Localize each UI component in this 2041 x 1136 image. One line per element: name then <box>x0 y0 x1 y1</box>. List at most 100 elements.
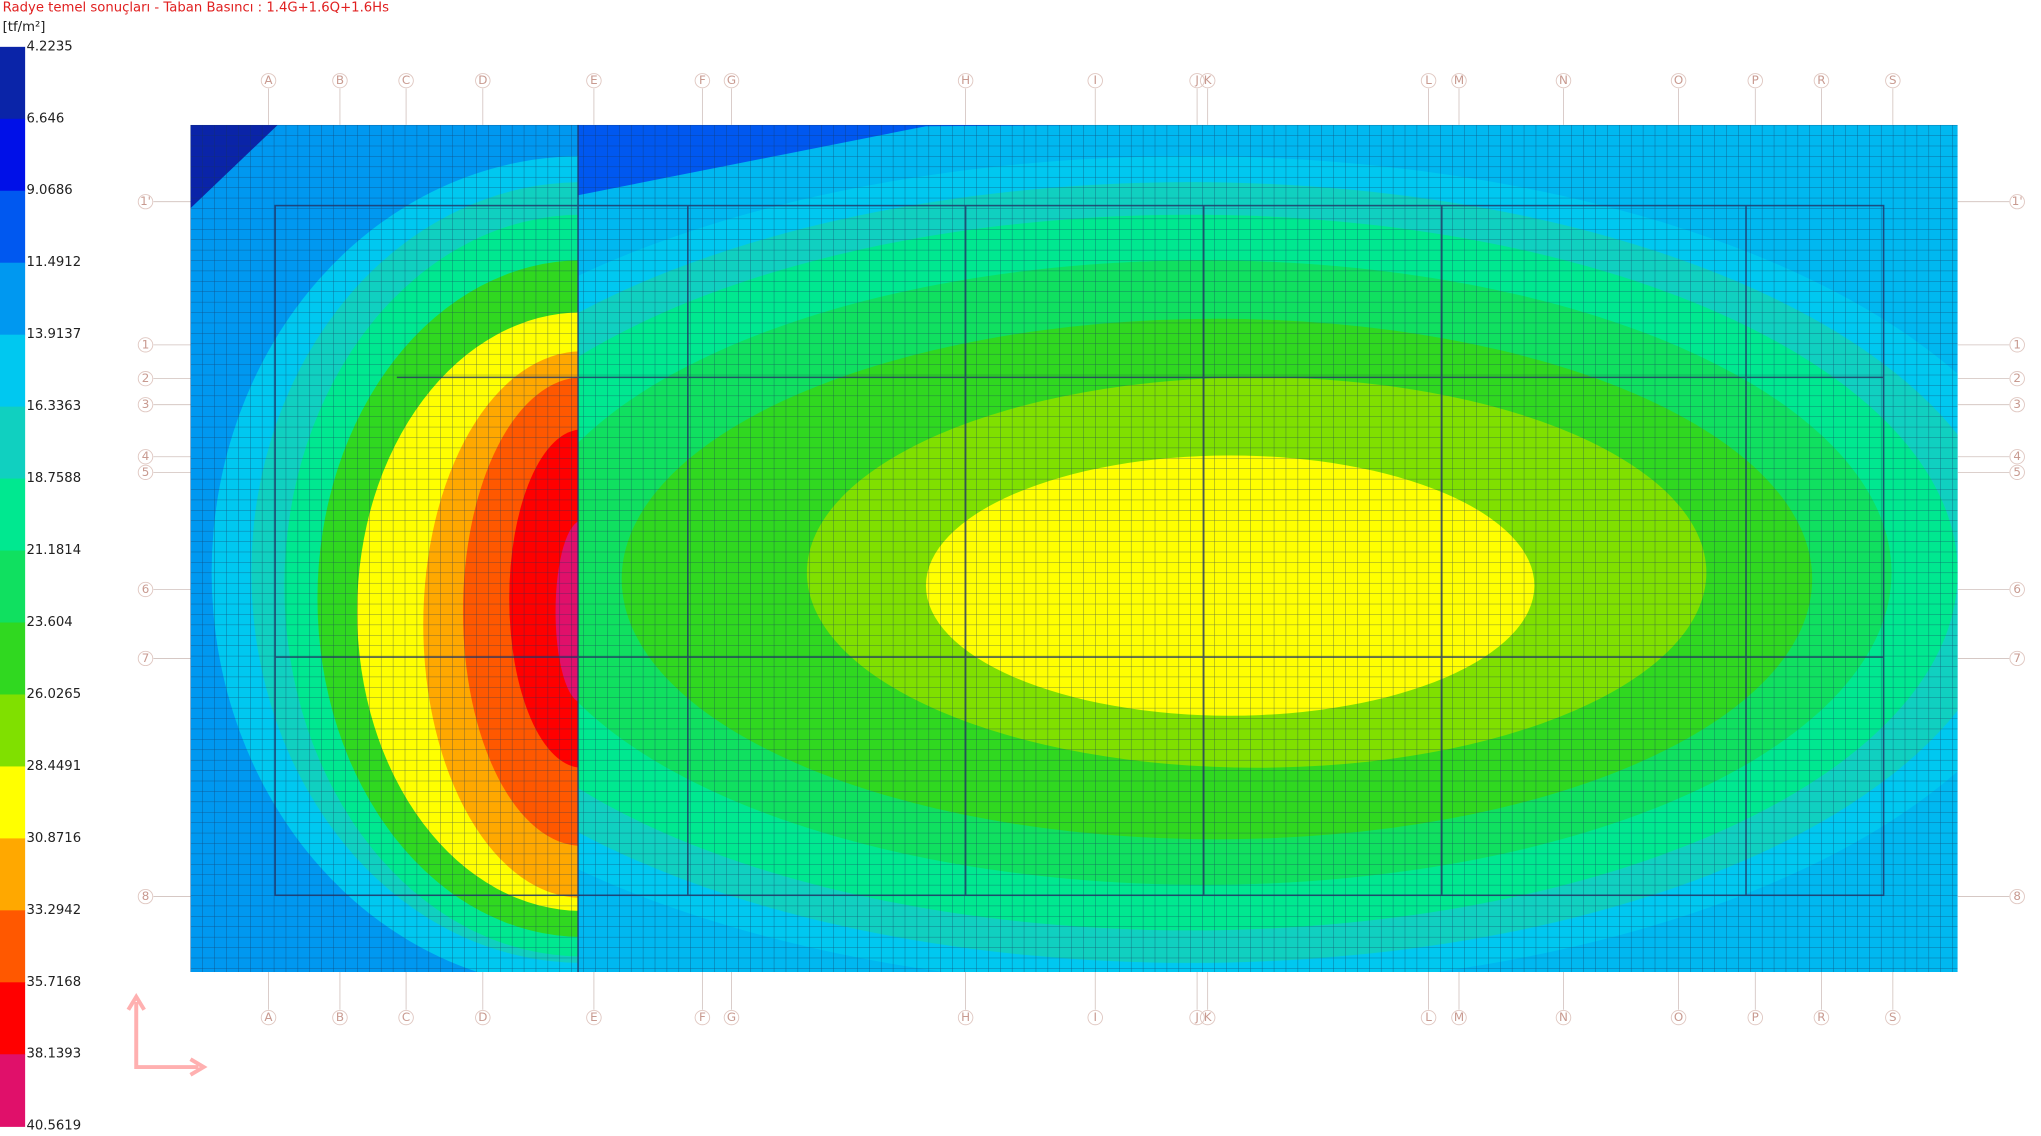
legend-swatch <box>0 1054 26 1127</box>
axis-label: 5 <box>2013 465 2021 479</box>
axis-label: K <box>1204 73 1212 87</box>
axis-bubble <box>1199 73 1216 89</box>
axis-label: L <box>1425 1010 1432 1024</box>
legend-label: 38.1393 <box>26 1047 81 1062</box>
axis-label: O <box>1674 1010 1683 1024</box>
axis-label: R <box>1817 1010 1825 1024</box>
axis-bubble <box>398 1009 414 1026</box>
axis-bubble <box>586 1009 602 1026</box>
legend-swatch <box>0 406 26 480</box>
axis-bubble <box>694 73 711 89</box>
axis-bubble <box>1451 73 1467 89</box>
axis-label: N <box>1559 73 1568 87</box>
legend-swatch <box>0 46 26 120</box>
axis-bubble <box>137 337 154 353</box>
legend-swatch <box>0 478 26 552</box>
axis-bubble <box>2009 449 2025 465</box>
axis-label: L <box>1425 73 1432 87</box>
axis-label: 1' <box>2012 194 2023 208</box>
legend-swatch <box>0 910 26 983</box>
axis-label: C <box>402 73 410 87</box>
axis-bubble <box>586 73 602 89</box>
legend-label: 26.0265 <box>26 687 81 702</box>
axis-bubble <box>260 1009 277 1026</box>
axis-bubble <box>475 1009 491 1026</box>
legend-swatch <box>0 766 26 840</box>
axis-label: 8 <box>2013 889 2021 903</box>
window-title: Radye temel sonuçları - Taban Basıncı : … <box>3 0 390 15</box>
axis-bubble <box>137 650 154 667</box>
axis-label: C <box>402 1010 410 1024</box>
legend-swatch <box>0 334 26 408</box>
axis-label: A <box>264 1010 272 1024</box>
axis-label: 2 <box>2013 371 2021 385</box>
axis-bubble <box>398 73 414 89</box>
axis-label: D <box>478 1010 487 1024</box>
axis-label: 7 <box>2013 651 2021 665</box>
axis-bubble <box>723 73 740 89</box>
axis-bubble <box>2009 397 2025 413</box>
axis-label: H <box>961 73 970 87</box>
axis-label: 3 <box>142 397 150 411</box>
legend-label: 21.1814 <box>26 543 81 558</box>
axis-label: G <box>727 73 736 87</box>
axis-bubble <box>957 73 974 89</box>
axis-label: 8 <box>142 889 150 903</box>
axis-label: E <box>590 1010 598 1024</box>
axis-bubble <box>2009 194 2025 210</box>
contour-plot <box>190 124 1958 973</box>
legend-label: 18.7588 <box>26 471 81 486</box>
axis-bubble <box>1087 1009 1103 1026</box>
axis-bubble <box>1451 1009 1467 1026</box>
axis-label: J <box>1194 73 1199 87</box>
legend-label: 16.3363 <box>26 399 81 414</box>
axis-bubble <box>2009 581 2025 598</box>
axis-label: I <box>1093 1010 1097 1024</box>
legend-swatch <box>0 694 26 768</box>
axis-bubble <box>694 1009 711 1026</box>
axis-label: 2 <box>142 371 150 385</box>
axis-label: I <box>1093 73 1097 87</box>
axis-label: S <box>1889 73 1897 87</box>
axis-label: F <box>699 73 706 87</box>
axis-bubble <box>723 1009 740 1026</box>
axis-label: D <box>478 73 487 87</box>
axis-label: F <box>699 1010 706 1024</box>
legend: 4.2235 6.646 9.0686 11.4912 13.9137 16.3363 18… <box>0 39 81 1134</box>
legend-label: 35.7168 <box>26 975 81 990</box>
axis-bubble <box>2009 337 2025 353</box>
axis-bubble <box>137 581 154 598</box>
axis-bubble <box>957 1009 974 1026</box>
axis-bubble <box>332 73 348 89</box>
axis-bubble <box>2009 371 2025 387</box>
legend-label: 28.4491 <box>26 759 81 774</box>
axis-label: 4 <box>142 449 150 463</box>
legend-label: 11.4912 <box>26 255 81 270</box>
axis-label: 3 <box>2013 397 2021 411</box>
axis-bubble <box>1555 73 1572 89</box>
axis-label: 1 <box>2013 337 2021 351</box>
axis-label: P <box>1752 73 1759 87</box>
axis-bubble <box>137 449 154 465</box>
legend-label: 4.2235 <box>26 39 72 54</box>
axis-bubble <box>137 888 154 905</box>
axis-bubble <box>137 464 154 480</box>
axis-label: 6 <box>2013 582 2021 596</box>
legend-label: 6.646 <box>26 111 64 126</box>
axis-label: 5 <box>142 465 150 479</box>
axis-label: 1' <box>140 194 151 208</box>
legend-label: 40.5619 <box>26 1119 81 1134</box>
axis-bubble <box>2009 650 2025 667</box>
legend-label: 23.604 <box>26 615 72 630</box>
axis-bubble <box>1420 1009 1437 1026</box>
axis-label: 4 <box>2013 449 2021 463</box>
axis-bubble <box>1420 73 1437 89</box>
axis-bubble <box>1813 1009 1830 1026</box>
axis-label: S <box>1889 1010 1897 1024</box>
legend-label: 30.8716 <box>26 831 81 846</box>
axis-bubble <box>1189 1009 1205 1026</box>
legend-swatch <box>0 118 26 192</box>
